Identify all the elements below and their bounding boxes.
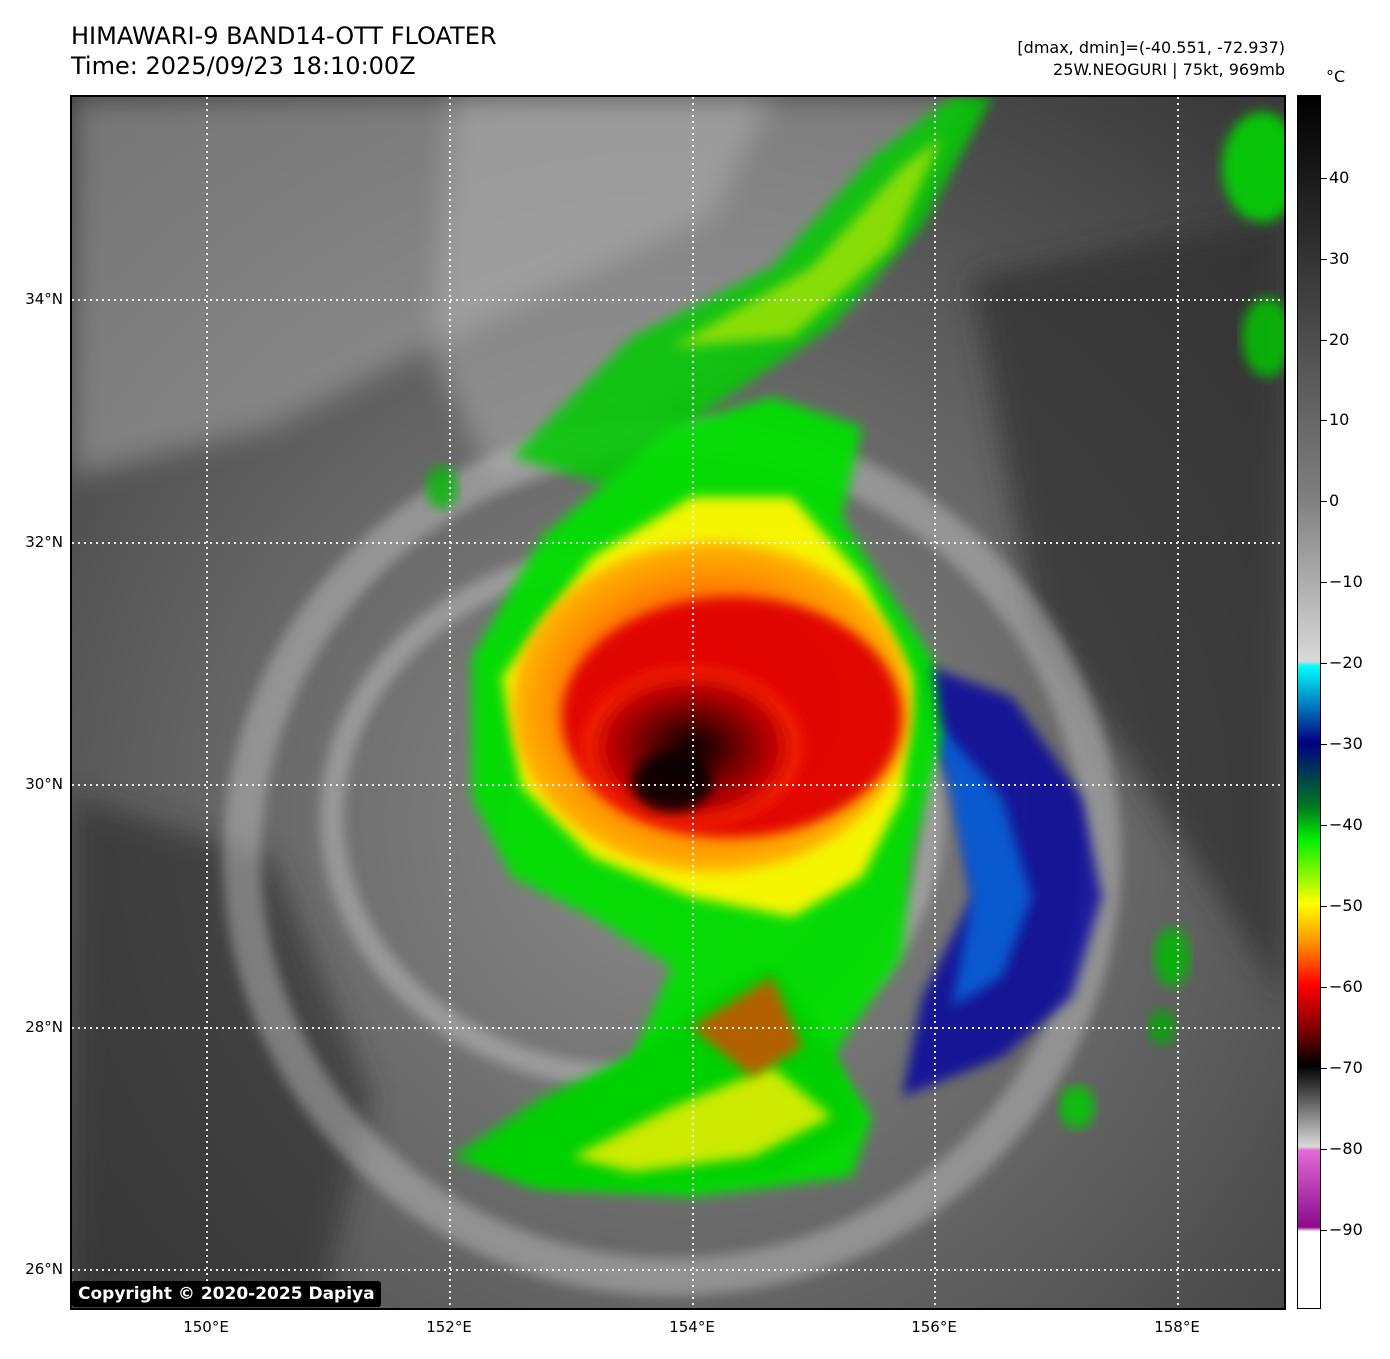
colorbar-label: −30 [1329, 734, 1363, 753]
colorbar-tick [1321, 259, 1327, 260]
colorbar-tick [1321, 1149, 1327, 1150]
satellite-imagery [72, 97, 1284, 1308]
colorbar-tick [1321, 340, 1327, 341]
right-dark-region [972, 217, 1284, 997]
colorbar-label: −50 [1329, 896, 1363, 915]
colorbar-label: −60 [1329, 977, 1363, 996]
lat-label-28: 28°N [25, 1018, 63, 1036]
colorbar-tick [1321, 501, 1327, 502]
east-cell-2 [1059, 1085, 1095, 1129]
colorbar-label: 20 [1329, 330, 1350, 349]
copyright-badge: Copyright © 2020-2025 Dapiya [72, 1281, 381, 1307]
colorbar-tick [1321, 1068, 1327, 1069]
colorbar-tick [1321, 744, 1327, 745]
lower-left-dark [72, 797, 372, 1308]
northeast-band-core [672, 137, 942, 347]
southern-band-red [692, 977, 802, 1077]
colorbar-tick [1321, 1230, 1327, 1231]
southern-band-yellow [572, 1067, 832, 1172]
image-title: HIMAWARI-9 BAND14-OTT FLOATER [71, 22, 497, 50]
colorbar-label: 30 [1329, 249, 1350, 268]
storm-info-text: 25W.NEOGURI | 75kt, 969mb [1053, 60, 1285, 79]
colorbar-label: −10 [1329, 572, 1363, 591]
lat-label-34: 34°N [25, 290, 63, 308]
northeast-band [512, 97, 992, 487]
upper-cirrus-band [432, 97, 972, 477]
colorbar-label: 10 [1329, 410, 1350, 429]
colorbar-tick [1321, 987, 1327, 988]
image-time: Time: 2025/09/23 18:10:00Z [71, 52, 416, 80]
right-edge-cell [1242, 297, 1284, 377]
east-cell-1 [1154, 927, 1190, 987]
lon-label-158: 158°E [1154, 1318, 1200, 1336]
east-cell-3 [1148, 1009, 1176, 1045]
colorbar-tick [1321, 825, 1327, 826]
colorbar-label: 40 [1329, 168, 1350, 187]
eastern-rainband-cyan [932, 717, 1032, 1007]
colorbar-label: −80 [1329, 1139, 1363, 1158]
lon-label-152: 152°E [426, 1318, 472, 1336]
colorbar-tick [1321, 582, 1327, 583]
northwest-cell [426, 465, 458, 509]
colorbar-tick [1321, 178, 1327, 179]
colorbar-tick [1321, 906, 1327, 907]
lat-label-32: 32°N [25, 533, 63, 551]
cdo-core-dark [632, 752, 712, 812]
map-gridlines [72, 97, 1284, 1308]
colorbar-label: −20 [1329, 653, 1363, 672]
colorbar-tick [1321, 663, 1327, 664]
lon-label-156: 156°E [911, 1318, 957, 1336]
colorbar-tick [1321, 420, 1327, 421]
colorbar-label: 0 [1329, 491, 1340, 510]
satellite-map [70, 95, 1286, 1310]
top-right-cell [1222, 112, 1284, 222]
colorbar-label: −90 [1329, 1220, 1363, 1239]
lon-label-154: 154°E [669, 1318, 715, 1336]
data-range-text: [dmax, dmin]=(-40.551, -72.937) [1017, 38, 1285, 57]
lon-label-150: 150°E [183, 1318, 229, 1336]
colorbar-unit: °C [1326, 67, 1346, 86]
lat-label-26: 26°N [25, 1260, 63, 1278]
colorbar-label: −40 [1329, 815, 1363, 834]
lat-label-30: 30°N [25, 775, 63, 793]
colorbar-label: −70 [1329, 1058, 1363, 1077]
colorbar [1297, 95, 1321, 1309]
